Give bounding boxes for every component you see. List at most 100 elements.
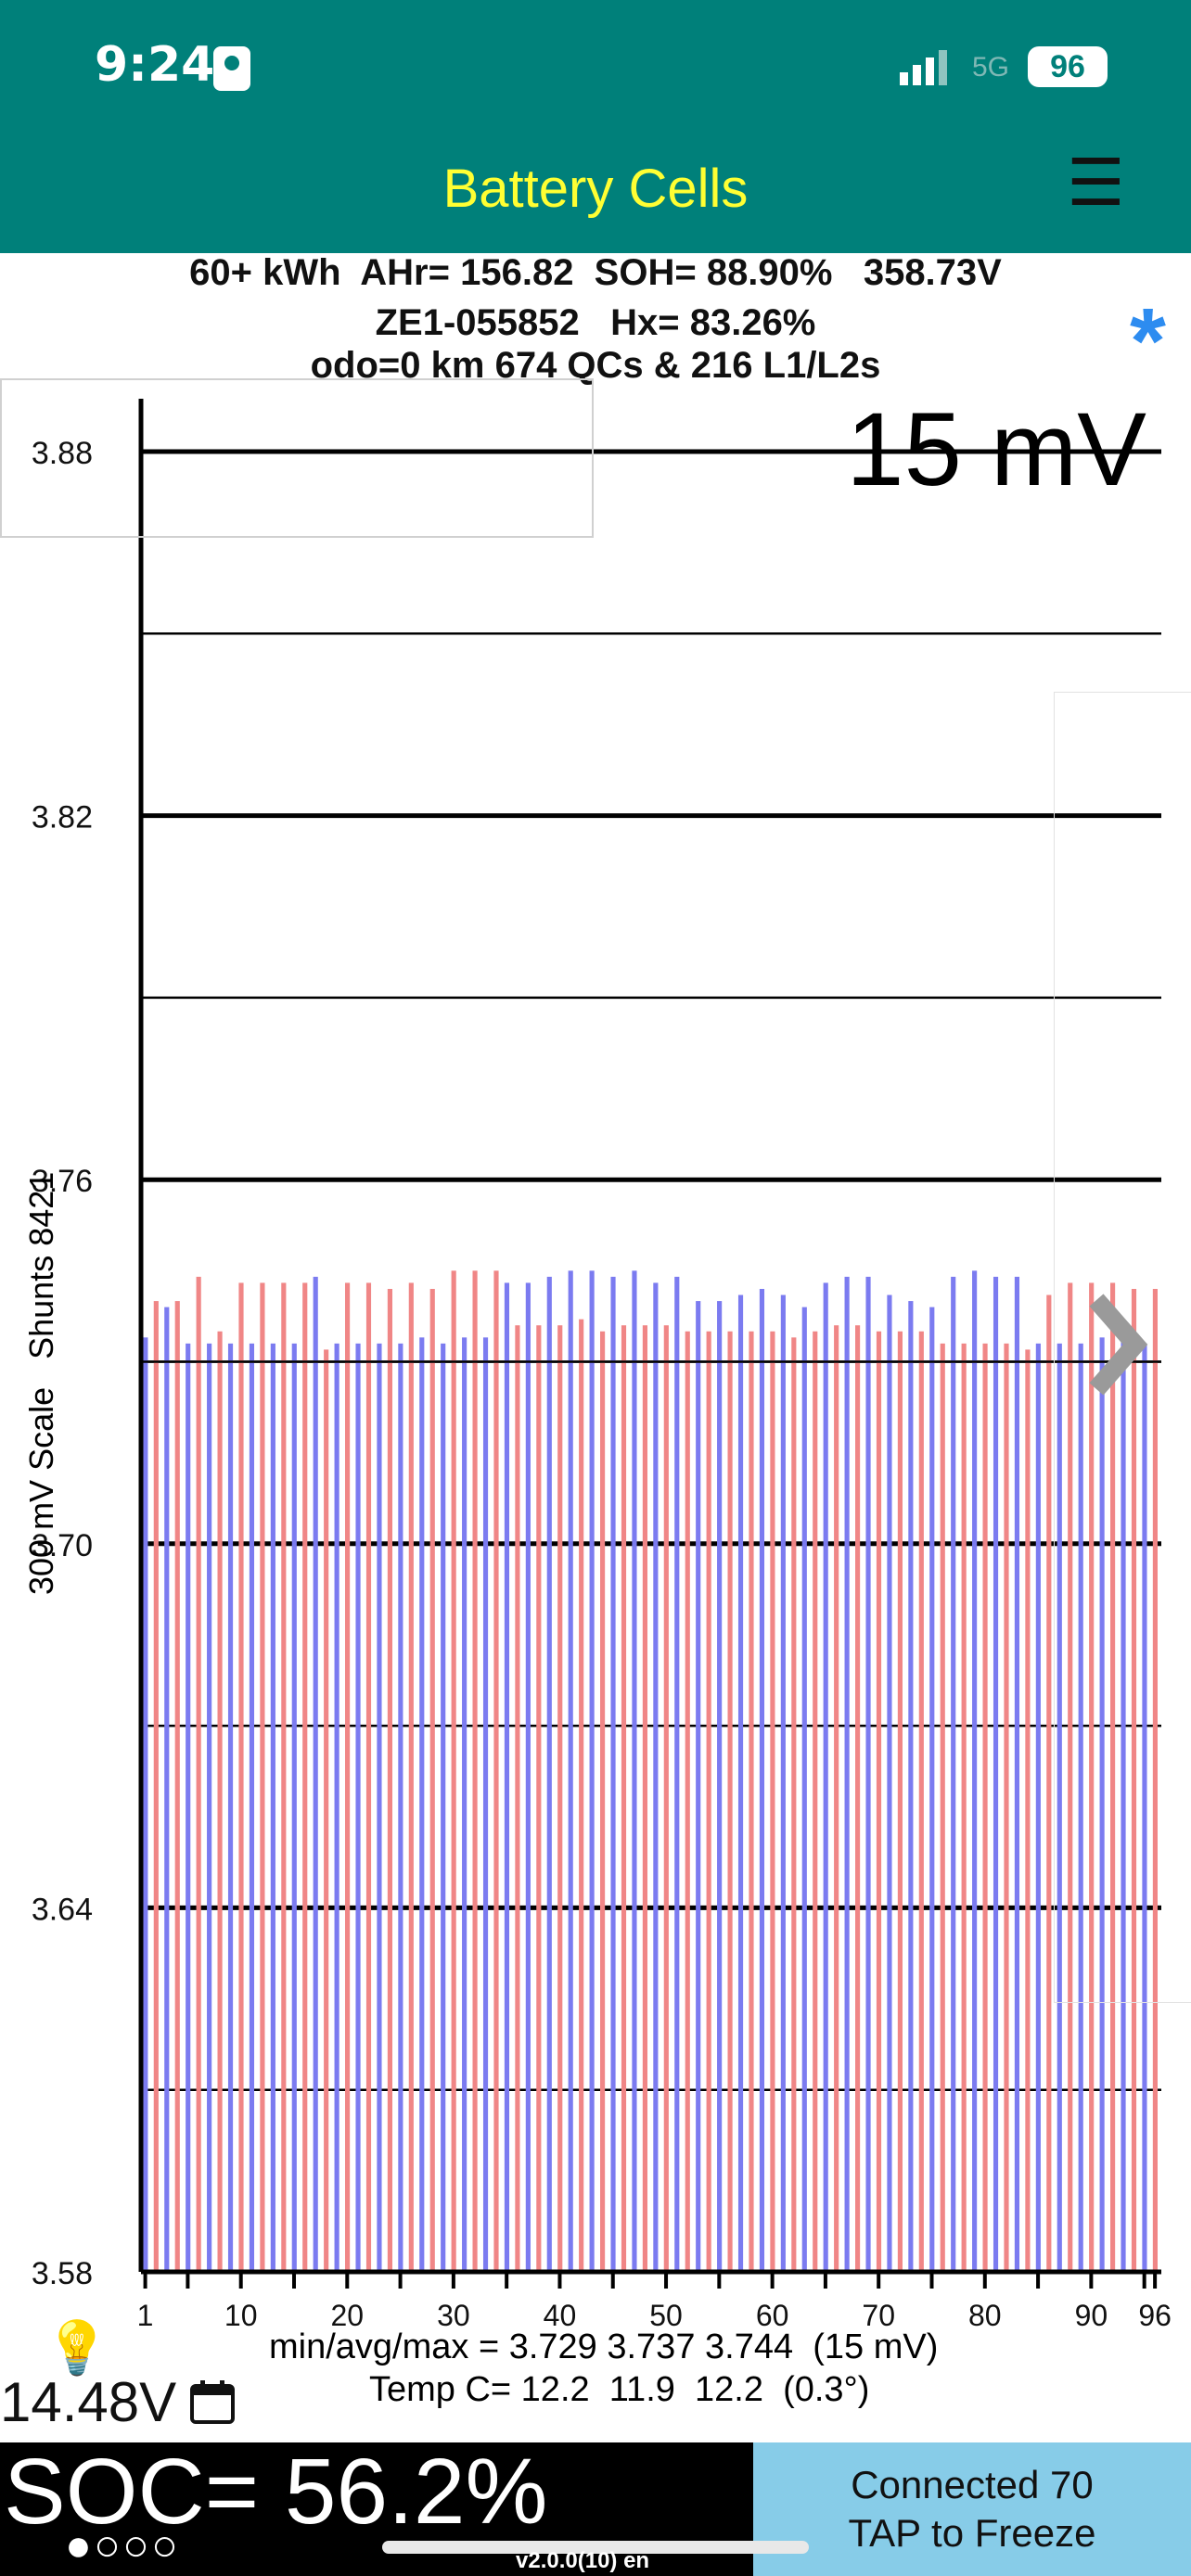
cell-voltage-bar — [813, 1331, 818, 2272]
aux-battery-voltage: 14.48V — [0, 2371, 177, 2433]
soc-readout: SOC= 56.2% — [4, 2440, 548, 2544]
cell-voltage-bar — [525, 1282, 531, 2272]
cell-voltage-bar — [897, 1331, 903, 2272]
cell-voltage-bar — [365, 1282, 372, 2272]
cell-voltage-bar — [737, 1294, 744, 2272]
cell-voltage-bar — [238, 1282, 244, 2272]
cell-voltage-bar — [1046, 1294, 1052, 2272]
cell-voltage-bar — [429, 1288, 435, 2272]
cell-voltage-bar — [1014, 1276, 1020, 2272]
lightbulb-icon[interactable]: 💡 — [45, 2318, 109, 2377]
cell-voltage-bar — [451, 1270, 456, 2272]
cell-voltage-bar — [482, 1337, 489, 2272]
x-tick-label: 1 — [137, 2299, 154, 2332]
cell-voltage-bar — [557, 1325, 563, 2272]
cell-voltage-bar — [940, 1343, 945, 2272]
scale-label[interactable]: 15 mV — [846, 391, 1146, 507]
cell-voltage-bar — [493, 1270, 499, 2272]
cell-voltage-bar — [727, 1331, 733, 2272]
battery-summary-line: 60+ kWh AHr= 156.82 SOH= 88.90% 358.73V — [189, 252, 1002, 293]
cell-voltage-bar — [334, 1343, 339, 2272]
cell-voltage-bar — [377, 1343, 382, 2272]
cell-voltage-bar — [345, 1282, 351, 2272]
cell-voltage-bar — [196, 1276, 201, 2272]
x-tick-label: 96 — [1138, 2299, 1172, 2332]
tap-zone-box[interactable] — [0, 378, 594, 538]
cell-voltage-bar — [918, 1331, 924, 2272]
cell-voltage-bar — [207, 1343, 212, 2272]
freeze-instruction-text[interactable]: TAP to Freeze — [848, 2511, 1096, 2555]
cell-voltage-bar — [568, 1270, 573, 2272]
cell-voltage-bar — [791, 1337, 797, 2272]
cell-voltage-bar — [579, 1319, 584, 2272]
y-axis-label: 300 mV Scale Shunts 8421 — [22, 1171, 60, 1595]
cellular-signal-icon — [900, 50, 947, 85]
bluetooth-asterisk-button[interactable]: * — [1130, 289, 1166, 393]
cell-voltage-bar — [717, 1301, 723, 2272]
y-tick-label: 3.58 — [32, 2256, 93, 2291]
phone-battery-icon: 96 — [1028, 46, 1108, 87]
cell-voltage-bar — [260, 1282, 265, 2272]
x-tick-label: 90 — [1075, 2299, 1108, 2332]
cell-voltage-bar — [823, 1282, 828, 2272]
person-badge-icon — [213, 46, 250, 91]
cell-voltage-bar — [844, 1276, 850, 2272]
cell-voltage-bar — [600, 1331, 606, 2272]
cell-voltage-bar — [972, 1270, 978, 2272]
cell-voltage-bar — [324, 1349, 329, 2272]
next-page-panel[interactable] — [1054, 692, 1191, 2003]
y-tick-label: 3.70 — [32, 1528, 93, 1563]
calendar-icon[interactable] — [189, 2378, 236, 2425]
cell-voltage-bar — [770, 1331, 775, 2272]
cell-voltage-bar — [929, 1307, 935, 2272]
cell-voltage-bar — [951, 1276, 956, 2272]
cell-voltage-bar — [355, 1343, 361, 2272]
cell-voltage-bar — [982, 1343, 988, 2272]
cell-voltage-bar — [398, 1343, 403, 2272]
x-tick-label: 10 — [224, 2299, 258, 2332]
cell-voltage-bar — [749, 1331, 754, 2272]
hamburger-menu-icon[interactable]: ☰ — [1067, 145, 1125, 221]
cell-voltage-bar — [419, 1337, 425, 2272]
cell-voltage-bar — [961, 1343, 967, 2272]
page-indicator-dots[interactable]: ●○○○ — [65, 2521, 180, 2570]
cell-voltage-bar — [387, 1288, 392, 2272]
chevron-right-icon[interactable] — [1083, 1289, 1148, 1400]
cell-voltage-bar — [441, 1343, 446, 2272]
y-tick-label: 3.82 — [32, 800, 93, 835]
cell-voltage-bar — [281, 1282, 287, 2272]
cell-voltage-bar — [249, 1343, 255, 2272]
cell-voltage-bar — [1142, 1343, 1147, 2272]
cell-voltage-bar — [472, 1270, 478, 2272]
freeze-button[interactable] — [753, 2442, 1191, 2576]
app-version: v2.0.0(10) en — [516, 2548, 650, 2573]
x-tick-label: 60 — [756, 2299, 789, 2332]
cell-voltage-bar — [1110, 1282, 1116, 2272]
cell-voltage-bar — [610, 1276, 616, 2272]
cell-voltage-bar — [780, 1294, 786, 2272]
app-header-bar — [0, 0, 1191, 253]
cell-voltage-bar — [865, 1276, 871, 2272]
cell-voltage-bar — [536, 1325, 542, 2272]
home-indicator[interactable] — [382, 2541, 809, 2554]
cell-voltage-bar — [855, 1325, 861, 2272]
cell-voltage-bar — [1057, 1343, 1062, 2272]
y-tick-label: 3.76 — [32, 1164, 93, 1199]
cell-voltage-bar — [663, 1325, 669, 2272]
cell-voltage-bar — [759, 1288, 765, 2272]
cell-voltage-bar — [313, 1276, 318, 2272]
cell-voltage-bar — [462, 1337, 467, 2272]
x-tick-label: 70 — [862, 2299, 895, 2332]
network-type: 5G — [972, 52, 1010, 83]
cell-voltage-bar — [1078, 1343, 1083, 2272]
x-tick-label: 50 — [649, 2299, 683, 2332]
cell-voltage-bar — [174, 1301, 180, 2272]
cell-voltage-bar — [270, 1343, 275, 2272]
cell-voltage-bar — [834, 1325, 839, 2272]
cell-voltage-bar — [706, 1331, 711, 2272]
cell-voltage-bar — [801, 1307, 807, 2272]
connection-status-text[interactable]: Connected 70 — [851, 2463, 1094, 2506]
x-tick-label: 80 — [968, 2299, 1002, 2332]
cell-voltage-bar — [1035, 1343, 1041, 2272]
